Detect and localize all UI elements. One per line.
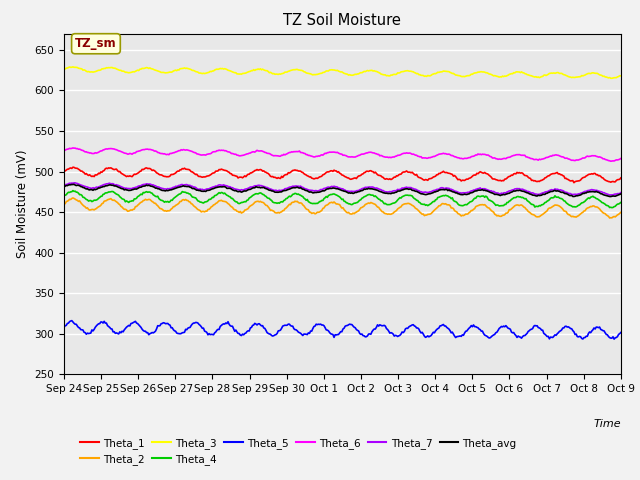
Line: Theta_avg: Theta_avg: [64, 184, 621, 196]
Theta_3: [60, 66, 68, 72]
Theta_1: [606, 179, 614, 185]
Theta_2: [329, 200, 337, 206]
Theta_7: [326, 185, 333, 191]
Theta_7: [605, 192, 612, 197]
Theta_avg: [326, 186, 333, 192]
Theta_4: [393, 199, 401, 204]
Title: TZ Soil Moisture: TZ Soil Moisture: [284, 13, 401, 28]
Theta_6: [326, 149, 333, 155]
Theta_7: [71, 180, 79, 186]
Theta_1: [329, 168, 337, 174]
Theta_avg: [518, 188, 525, 194]
Line: Theta_1: Theta_1: [64, 167, 621, 183]
Theta_avg: [329, 185, 337, 191]
Theta_4: [60, 193, 68, 199]
Theta_6: [605, 158, 612, 164]
Line: Theta_2: Theta_2: [64, 198, 621, 218]
Theta_7: [362, 185, 370, 191]
Theta_3: [518, 69, 525, 75]
Theta_4: [326, 192, 333, 198]
Theta_5: [362, 334, 370, 339]
Theta_3: [605, 75, 612, 81]
Theta_5: [605, 334, 612, 339]
Theta_3: [362, 68, 370, 74]
Theta_avg: [617, 191, 625, 197]
Text: TZ_sm: TZ_sm: [75, 37, 116, 50]
Theta_6: [329, 149, 337, 155]
Legend: Theta_1, Theta_2, Theta_3, Theta_4, Theta_5, Theta_6, Theta_7, Theta_avg: Theta_1, Theta_2, Theta_3, Theta_4, Thet…: [81, 438, 516, 465]
Theta_7: [60, 182, 68, 188]
Theta_6: [69, 145, 77, 151]
Line: Theta_5: Theta_5: [64, 321, 621, 339]
Theta_avg: [605, 193, 612, 199]
Theta_5: [393, 333, 401, 338]
Theta_avg: [70, 181, 78, 187]
Theta_2: [605, 214, 612, 219]
Theta_6: [60, 148, 68, 154]
Line: Theta_6: Theta_6: [64, 148, 621, 161]
Theta_1: [69, 164, 77, 170]
Theta_1: [617, 175, 625, 181]
Theta_4: [362, 193, 370, 199]
Theta_4: [329, 191, 337, 197]
Theta_2: [362, 201, 370, 207]
Theta_5: [326, 330, 333, 336]
Text: Time: Time: [593, 419, 621, 429]
Y-axis label: Soil Moisture (mV): Soil Moisture (mV): [16, 150, 29, 258]
Theta_3: [617, 73, 625, 79]
Theta_4: [518, 195, 525, 201]
Theta_avg: [607, 193, 614, 199]
Theta_7: [393, 188, 401, 193]
Theta_4: [608, 205, 616, 211]
Theta_4: [69, 188, 77, 193]
Theta_4: [605, 203, 612, 209]
Theta_1: [362, 168, 370, 174]
Theta_5: [68, 318, 76, 324]
Theta_7: [617, 190, 625, 195]
Theta_avg: [60, 184, 68, 190]
Line: Theta_4: Theta_4: [64, 191, 621, 208]
Theta_2: [518, 202, 525, 208]
Theta_2: [326, 200, 333, 206]
Theta_3: [393, 72, 401, 77]
Theta_3: [69, 64, 77, 70]
Theta_6: [393, 153, 401, 159]
Theta_4: [617, 200, 625, 205]
Theta_6: [607, 158, 614, 164]
Theta_5: [617, 330, 625, 336]
Theta_1: [60, 168, 68, 174]
Theta_1: [570, 180, 578, 186]
Theta_2: [606, 215, 614, 221]
Theta_3: [326, 67, 333, 73]
Theta_3: [608, 75, 616, 81]
Theta_7: [518, 186, 525, 192]
Theta_2: [60, 201, 68, 206]
Theta_7: [329, 184, 337, 190]
Theta_1: [326, 168, 333, 174]
Line: Theta_3: Theta_3: [64, 67, 621, 78]
Line: Theta_7: Theta_7: [64, 183, 621, 195]
Theta_5: [611, 336, 618, 342]
Theta_6: [362, 150, 370, 156]
Theta_7: [606, 192, 614, 198]
Theta_6: [617, 156, 625, 161]
Theta_2: [69, 195, 77, 201]
Theta_1: [393, 173, 401, 179]
Theta_6: [518, 153, 525, 158]
Theta_2: [393, 208, 401, 214]
Theta_5: [60, 324, 68, 330]
Theta_3: [329, 67, 337, 73]
Theta_avg: [362, 186, 370, 192]
Theta_5: [329, 332, 337, 337]
Theta_2: [617, 209, 625, 215]
Theta_1: [518, 170, 525, 176]
Theta_5: [518, 336, 525, 341]
Theta_avg: [393, 189, 401, 195]
